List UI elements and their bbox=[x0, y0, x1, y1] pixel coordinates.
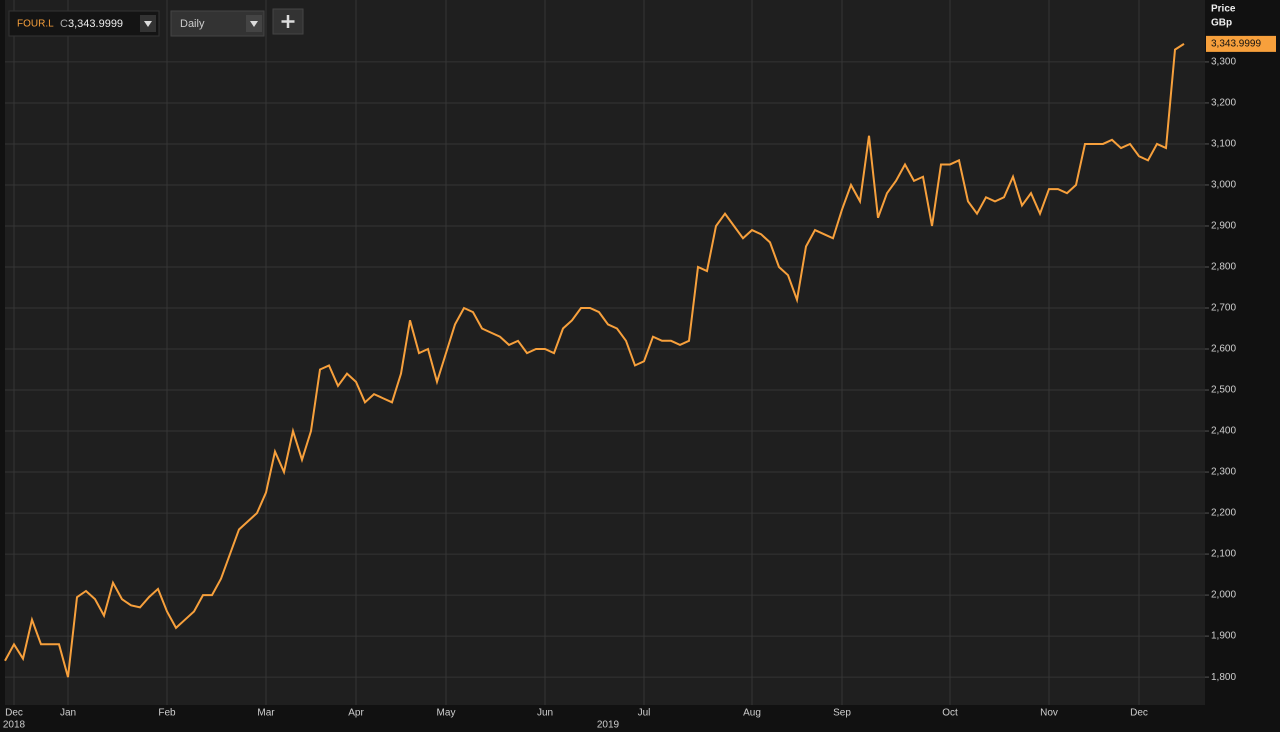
x-tick-label: Mar bbox=[257, 708, 275, 719]
x-tick-label: May bbox=[437, 708, 456, 719]
year-label: 2018 bbox=[3, 720, 26, 731]
y-tick-label: 2,800 bbox=[1211, 262, 1236, 273]
x-tick-label: Feb bbox=[158, 708, 176, 719]
y-tick-label: 1,900 bbox=[1211, 631, 1236, 642]
price: 3,343.9999 bbox=[68, 18, 123, 30]
y-tick-label: 2,700 bbox=[1211, 303, 1236, 314]
x-tick-label: Oct bbox=[942, 708, 958, 719]
y-axis-label: Price bbox=[1211, 4, 1236, 15]
y-tick-label: 2,000 bbox=[1211, 590, 1236, 601]
x-tick-label: Apr bbox=[348, 708, 364, 719]
y-tick-label: 3,200 bbox=[1211, 98, 1236, 109]
y-tick-label: 1,800 bbox=[1211, 672, 1236, 683]
plus-icon bbox=[281, 15, 295, 28]
x-tick-label: Jul bbox=[638, 708, 651, 719]
dropdown-arrow bbox=[144, 21, 152, 27]
price-prefix: C bbox=[60, 18, 68, 30]
last-price-box bbox=[1206, 35, 1276, 52]
dropdown-arrow bbox=[250, 21, 258, 27]
year-label: 2019 bbox=[597, 720, 620, 731]
x-tick-label: Sep bbox=[833, 708, 851, 719]
x-tick-label: Nov bbox=[1040, 708, 1058, 719]
y-tick-label: 2,300 bbox=[1211, 467, 1236, 478]
symbol: FOUR.L bbox=[17, 19, 54, 30]
y-tick-label: 3,300 bbox=[1211, 57, 1236, 68]
y-tick-label: 3,000 bbox=[1211, 180, 1236, 191]
y-tick-label: 2,100 bbox=[1211, 549, 1236, 560]
interval: Daily bbox=[180, 18, 205, 30]
y-tick-label: 2,400 bbox=[1211, 426, 1236, 437]
y-axis-label: GBp bbox=[1211, 18, 1232, 29]
symbol-box[interactable] bbox=[8, 10, 160, 37]
x-tick-label: Dec bbox=[1130, 708, 1148, 719]
y-tick-label: 2,900 bbox=[1211, 221, 1236, 232]
x-tick-label: Jan bbox=[60, 708, 76, 719]
x-tick-label: Aug bbox=[743, 708, 761, 719]
y-tick-label: 2,500 bbox=[1211, 385, 1236, 396]
y-tick-label: 2,600 bbox=[1211, 344, 1236, 355]
x-tick-label: Jun bbox=[537, 708, 553, 719]
x-tick-label: Dec bbox=[5, 708, 23, 719]
marks bbox=[4, 43, 1185, 678]
last-price-label: 3,343.9999 bbox=[1211, 39, 1261, 50]
y-tick-label: 2,200 bbox=[1211, 508, 1236, 519]
y-tick-label: 3,100 bbox=[1211, 139, 1236, 150]
plot-area bbox=[5, 0, 1205, 705]
price-line bbox=[4, 43, 1185, 678]
